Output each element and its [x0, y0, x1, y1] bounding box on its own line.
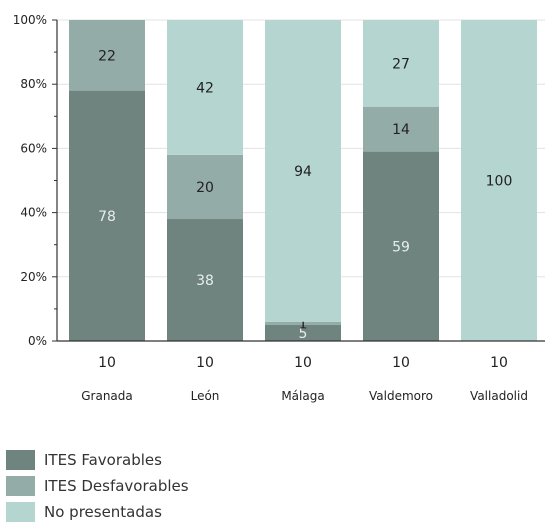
- category-label: León: [191, 389, 220, 403]
- category-label: Valdemoro: [369, 389, 433, 403]
- category-label: Valladolid: [470, 389, 528, 403]
- legend-swatch: [6, 450, 35, 470]
- bar-value-label: 5: [299, 326, 308, 342]
- bar-value-label: 59: [392, 239, 410, 255]
- legend-label: ITES Desfavorables: [44, 477, 189, 495]
- legend-item: ITES Desfavorables: [6, 473, 189, 499]
- bar-segment: [167, 20, 243, 155]
- legend-label: ITES Favorables: [44, 451, 162, 469]
- bar-value-label: 42: [196, 80, 214, 96]
- bar-value-label: 78: [98, 209, 116, 225]
- y-tick-label: 20%: [20, 270, 47, 284]
- bar-segment: [363, 151, 439, 341]
- y-tick-label: 0%: [28, 334, 47, 348]
- bar-segment: [265, 324, 341, 341]
- category-count-label: 10: [490, 355, 508, 371]
- bar-segment: [265, 20, 341, 322]
- category-count-label: 10: [294, 355, 312, 371]
- bar-value-label: 38: [196, 273, 214, 289]
- y-tick-label: 60%: [20, 141, 47, 155]
- bar-segment: [363, 106, 439, 152]
- legend-swatch: [6, 502, 35, 522]
- bar-segment: [167, 154, 243, 220]
- y-tick-label: 40%: [20, 206, 47, 220]
- bar-value-label: 100: [486, 174, 513, 190]
- stacked-bar-chart: 0% 20% 40% 60% 80% 100% 78 22 10 Granada 38 20 42 10 L…: [13, 13, 545, 403]
- bar-value-label: 1: [299, 316, 308, 332]
- y-tick-label: 80%: [20, 77, 47, 91]
- legend-item: No presentadas: [6, 499, 189, 525]
- bar-segment: [69, 90, 145, 342]
- legend-label: No presentadas: [44, 503, 162, 521]
- bar-segment: [265, 321, 341, 325]
- legend: ITES Favorables ITES Desfavorables No pres…: [6, 447, 189, 525]
- legend-item: ITES Favorables: [6, 447, 189, 473]
- bar-segment: [167, 219, 243, 341]
- bar-value-label: 94: [294, 164, 312, 180]
- bar-segment: [69, 20, 145, 91]
- bar-segment: [363, 20, 439, 107]
- y-tick-label: 100%: [13, 13, 47, 27]
- category-count-label: 10: [392, 355, 410, 371]
- category-count-label: 10: [196, 355, 214, 371]
- bar-segment: [461, 20, 537, 341]
- category-count-label: 10: [98, 355, 116, 371]
- category-label: Málaga: [281, 389, 324, 403]
- category-label: Granada: [81, 389, 133, 403]
- bar-value-label: 27: [392, 56, 410, 72]
- legend-swatch: [6, 476, 35, 496]
- bar-value-label: 20: [196, 180, 214, 196]
- bar-value-label: 22: [98, 48, 116, 64]
- bar-value-label: 14: [392, 122, 410, 138]
